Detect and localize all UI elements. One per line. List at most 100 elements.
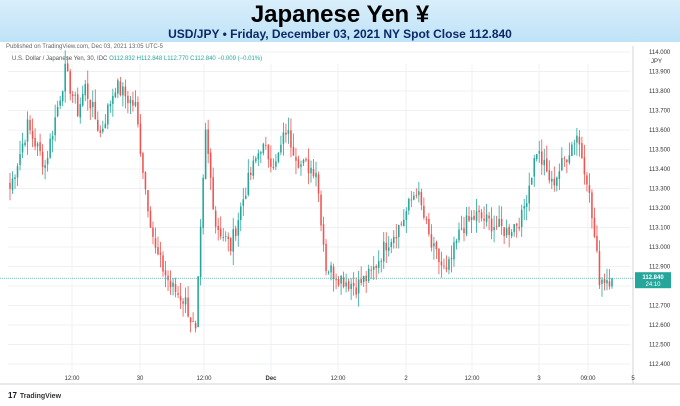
candle-body (76, 94, 79, 116)
candle-body (152, 227, 154, 237)
candle-body (563, 158, 566, 160)
candle-body (415, 194, 418, 196)
candle-body (495, 226, 498, 228)
candle-body (91, 101, 94, 108)
candle-body (277, 152, 280, 162)
legend-open: O112.832 (109, 56, 135, 62)
candle-body (11, 178, 14, 191)
candle-body (307, 159, 310, 174)
candle-body (503, 227, 505, 237)
last-time-label: 24:10 (645, 282, 661, 288)
legend-symbol: U.S. Dollar / Japanese Yen, 30, IDC (12, 56, 108, 62)
candle-body (455, 240, 458, 244)
candle-body (99, 130, 102, 134)
candle-body (66, 63, 69, 72)
candle-body (390, 242, 393, 248)
candle-body (377, 261, 380, 268)
candle-body (137, 102, 139, 125)
candle-body (428, 219, 430, 235)
candle-body (107, 104, 109, 125)
candle-body (453, 242, 455, 260)
candle-body (275, 161, 277, 167)
candle-body (182, 301, 184, 304)
candle-body (16, 166, 19, 178)
candle-body (44, 165, 46, 169)
candle-body (305, 159, 307, 161)
candle-body (239, 206, 242, 221)
y-tick-label: 113.300 (649, 187, 671, 193)
candle-body (297, 159, 300, 168)
y-tick-label: 112.900 (649, 265, 671, 271)
candle-body (425, 219, 428, 221)
candle-body (262, 143, 265, 154)
candle-body (267, 145, 270, 160)
last-price-badge (635, 272, 671, 289)
tradingview-brand: 17 TradingView (8, 391, 61, 400)
candle-body (325, 243, 327, 272)
candle-body (280, 144, 282, 153)
candle-body (287, 130, 290, 135)
candle-body (581, 143, 583, 159)
candle-body (174, 283, 177, 293)
candle-body (593, 217, 596, 237)
candle-body (500, 219, 503, 227)
candle-body (84, 84, 87, 96)
candle-body (566, 159, 568, 162)
candle-body (114, 92, 117, 98)
legend-change: −0.009 (−0.01%) (217, 56, 263, 62)
candle-body (144, 172, 147, 190)
x-tick-label: 2 (404, 376, 408, 382)
candle-body (39, 142, 41, 152)
candle-body (591, 192, 593, 219)
candle-body (440, 261, 443, 266)
y-tick-label: 112.600 (649, 323, 671, 329)
candle-body (330, 265, 332, 273)
candle-body (603, 279, 606, 284)
legend-high: H112.848 (136, 56, 163, 62)
candle-body (89, 99, 92, 109)
candle-body (74, 94, 76, 96)
candle-body (97, 119, 99, 131)
candle-body (392, 236, 395, 244)
candle-body (300, 164, 302, 167)
candle-body (538, 151, 541, 154)
x-tick-label: 09:00 (580, 376, 596, 382)
candle-body (250, 172, 252, 175)
candle-body (61, 91, 64, 102)
candle-body (611, 278, 613, 287)
candle-body (387, 247, 390, 251)
candle-body (525, 203, 528, 207)
candle-body (403, 219, 405, 227)
candle-body (292, 146, 295, 156)
candle-body (385, 242, 388, 251)
y-tick-label: 113.100 (649, 226, 671, 232)
y-tick-label: 112.700 (649, 304, 671, 310)
candle-body (31, 131, 34, 139)
y-tick-label: 113.900 (649, 70, 671, 76)
candle-body (556, 177, 558, 186)
candle-body (9, 182, 11, 189)
candle-body (528, 185, 531, 204)
candle-body (242, 199, 245, 206)
candle-body (94, 101, 97, 120)
candle-body (34, 137, 36, 147)
tradingview-logo-icon: 17 (8, 391, 17, 400)
candle-body (606, 280, 608, 284)
candle-body (380, 260, 383, 262)
candle-body (102, 128, 104, 132)
candle-body (530, 177, 533, 185)
candle-body (546, 158, 548, 172)
candle-body (513, 224, 515, 233)
candle-body (583, 157, 586, 175)
candle-body (229, 237, 232, 252)
candle-body (540, 151, 543, 165)
candle-body (56, 106, 59, 117)
candle-body (214, 210, 217, 227)
candle-body (498, 218, 500, 227)
title-banner (0, 0, 680, 42)
candle-body (129, 99, 132, 104)
candle-body (586, 175, 588, 185)
candle-body (327, 272, 330, 273)
candle-body (177, 293, 179, 295)
